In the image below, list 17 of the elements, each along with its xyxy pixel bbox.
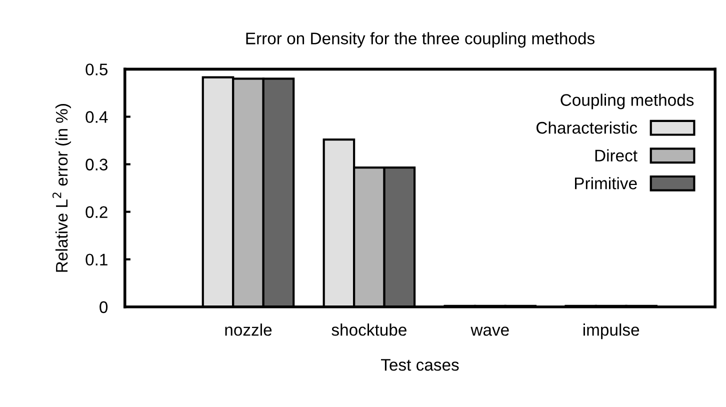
x-tick-label: impulse (583, 324, 640, 340)
y-tick-label: 0.2 (86, 206, 108, 218)
y-axis-title: Relative L$^{2}$ error (in %) (52, 104, 71, 272)
x-tick-label: wave (470, 326, 509, 336)
legend-title: Coupling methods (560, 94, 694, 110)
y-tick-label: 0 (100, 301, 108, 314)
legend-label: Direct (595, 149, 638, 162)
legend-label: Characteristic (536, 121, 638, 134)
legend-label: Primitive (575, 177, 637, 190)
x-tick-label: nozzle (225, 324, 272, 336)
x-tick-label: shocktube (332, 324, 406, 336)
y-tick-label: 0.3 (86, 158, 108, 170)
x-axis-title: Test cases (381, 359, 459, 371)
y-tick-label: 0.5 (86, 64, 108, 76)
chart-title: Error on Density for the three coupling methods (246, 32, 594, 48)
y-tick-label: 0.1 (86, 254, 108, 266)
y-tick-label: 0.4 (86, 111, 108, 123)
